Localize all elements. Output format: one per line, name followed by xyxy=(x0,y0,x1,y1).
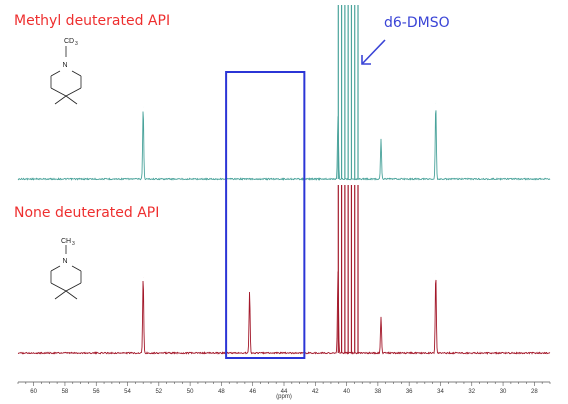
x-tick-label-30: 30 xyxy=(500,389,507,395)
label-solvent: d6-DMSO xyxy=(384,15,450,31)
label-methyl-deuterated: Methyl deuterated API xyxy=(14,13,170,29)
solvent-arrow xyxy=(361,39,386,65)
structure-bottom-substituent: CH xyxy=(61,238,71,245)
x-tick-label-36: 36 xyxy=(406,389,413,395)
x-tick-label-34: 34 xyxy=(437,389,444,395)
structure-bottom-nitrogen: N xyxy=(63,258,68,265)
structure-methyl-deuterated xyxy=(50,46,82,105)
structure-none-deuterated xyxy=(50,245,82,300)
x-tick-label-44: 44 xyxy=(281,389,288,395)
x-tick-label-38: 38 xyxy=(375,389,382,395)
x-tick-label-52: 52 xyxy=(155,389,162,395)
x-tick-label-50: 50 xyxy=(187,389,194,395)
x-tick-label-46: 46 xyxy=(249,389,256,395)
spectrum-methyl-deuterated xyxy=(17,110,551,181)
highlight-box xyxy=(225,71,306,359)
x-tick-label-56: 56 xyxy=(93,389,100,395)
x-axis-unit: (ppm) xyxy=(276,394,292,400)
structure-bottom-subscript: 3 xyxy=(72,241,75,247)
label-none-deuterated: None deuterated API xyxy=(14,205,159,221)
solvent-multiplet xyxy=(337,5,359,353)
x-tick-label-58: 58 xyxy=(62,389,69,395)
x-tick-label-42: 42 xyxy=(312,389,319,395)
spectrum-none-deuterated xyxy=(17,271,551,355)
structure-top-nitrogen: N xyxy=(63,62,68,69)
x-tick-label-40: 40 xyxy=(343,389,350,395)
structure-top-subscript: 3 xyxy=(75,41,78,47)
structure-top-substituent: CD xyxy=(64,38,74,45)
x-tick-label-60: 60 xyxy=(30,389,37,395)
x-tick-label-28: 28 xyxy=(531,389,538,395)
x-axis-ticks: 60 58 56 54 52 50 48 46 44 42 40 38 36 34 32 30 28 xyxy=(17,382,551,395)
x-tick-label-54: 54 xyxy=(124,389,131,395)
x-tick-label-32: 32 xyxy=(468,389,475,395)
x-tick-label-48: 48 xyxy=(218,389,225,395)
